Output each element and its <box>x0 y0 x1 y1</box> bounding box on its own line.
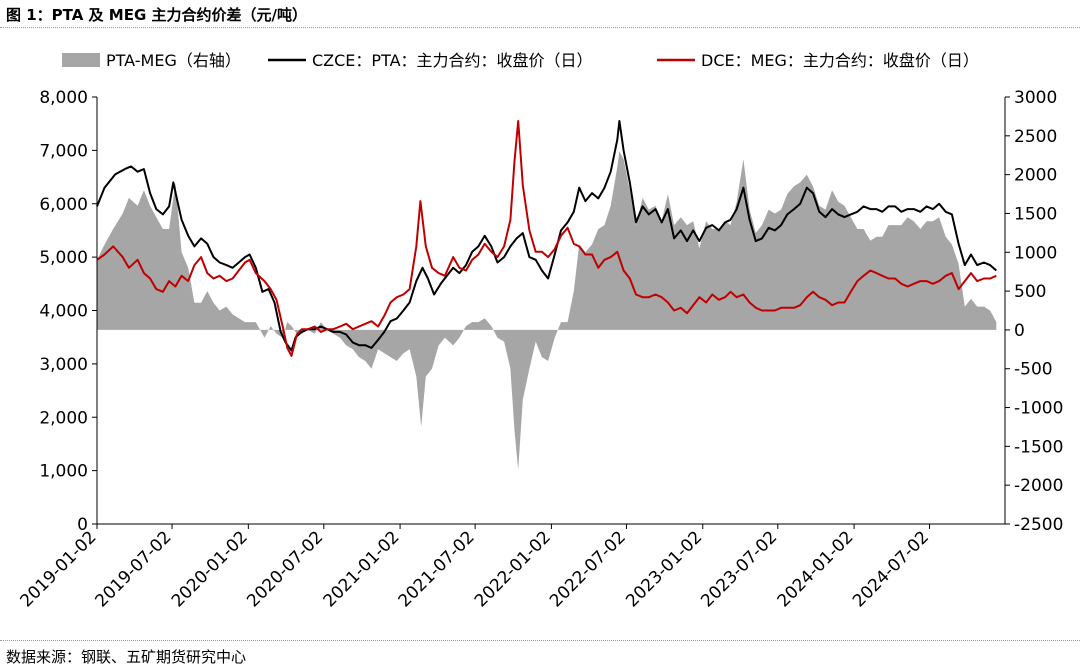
x-tick-label: 2019-07-02 <box>92 527 176 611</box>
left-tick-label: 8,000 <box>39 88 88 108</box>
x-tick-label: 2020-07-02 <box>243 527 327 611</box>
x-tick-label: 2023-07-02 <box>697 527 781 611</box>
legend: PTA-MEG（右轴） CZCE：PTA：主力合约：收盘价（日） DCE：MEG：主… <box>62 51 979 70</box>
series-area-pta-meg-spread <box>97 151 997 470</box>
bottom-divider <box>0 640 1080 641</box>
right-tick-label: 1500 <box>1014 204 1057 224</box>
x-tick-label: 2024-07-02 <box>849 527 933 611</box>
left-tick-label: 3,000 <box>39 355 88 375</box>
right-tick-label: -2000 <box>1014 476 1063 496</box>
legend-item-spread-label: PTA-MEG（右轴） <box>106 51 241 70</box>
legend-item-spread-swatch <box>62 53 100 67</box>
x-tick-label: 2023-01-02 <box>622 527 706 611</box>
price-line-layer <box>96 120 997 357</box>
x-tick-label: 2021-07-02 <box>395 527 479 611</box>
left-tick-label: 2,000 <box>39 408 88 428</box>
x-tick-label: 2020-01-02 <box>168 527 252 611</box>
x-tick-label: 2021-01-02 <box>320 527 404 611</box>
left-tick-label: 6,000 <box>39 195 88 215</box>
series-line-meg-close <box>96 120 997 357</box>
right-tick-label: 2500 <box>1014 127 1057 147</box>
left-tick-label: 1,000 <box>39 462 88 482</box>
right-tick-label: -2500 <box>1014 515 1063 535</box>
right-tick-label: 500 <box>1014 282 1046 302</box>
right-tick-label: -1500 <box>1014 437 1063 457</box>
left-tick-label: 7,000 <box>39 141 88 161</box>
x-tick-label: 2024-01-02 <box>774 527 858 611</box>
source-note: 数据来源：钢联、五矿期货研究中心 <box>6 648 247 666</box>
x-tick-label: 2022-07-02 <box>546 527 630 611</box>
right-tick-label: 1000 <box>1014 243 1057 263</box>
right-tick-label: -1000 <box>1014 399 1063 419</box>
x-tick-label: 2019-01-02 <box>17 527 101 611</box>
top-divider <box>0 27 1080 28</box>
series-line-pta-close <box>96 120 997 352</box>
left-tick-label: 5,000 <box>39 248 88 268</box>
page-title: 图 1：PTA 及 MEG 主力合约价差（元/吨） <box>6 6 307 24</box>
x-tick-label: 2022-01-02 <box>471 527 555 611</box>
right-tick-label: -500 <box>1014 360 1053 380</box>
legend-item-pta-label: CZCE：PTA：主力合约：收盘价（日） <box>312 51 593 70</box>
left-tick-label: 0 <box>77 515 88 535</box>
legend-item-meg-label: DCE：MEG：主力合约：收盘价（日） <box>701 51 979 70</box>
chart: PTA-MEG（右轴） CZCE：PTA：主力合约：收盘价（日） DCE：MEG：主… <box>17 51 1064 611</box>
left-tick-label: 4,000 <box>39 302 88 322</box>
right-tick-label: 0 <box>1014 321 1025 341</box>
spread-area-layer <box>97 151 997 470</box>
right-tick-label: 3000 <box>1014 88 1057 108</box>
right-tick-label: 2000 <box>1014 166 1057 186</box>
